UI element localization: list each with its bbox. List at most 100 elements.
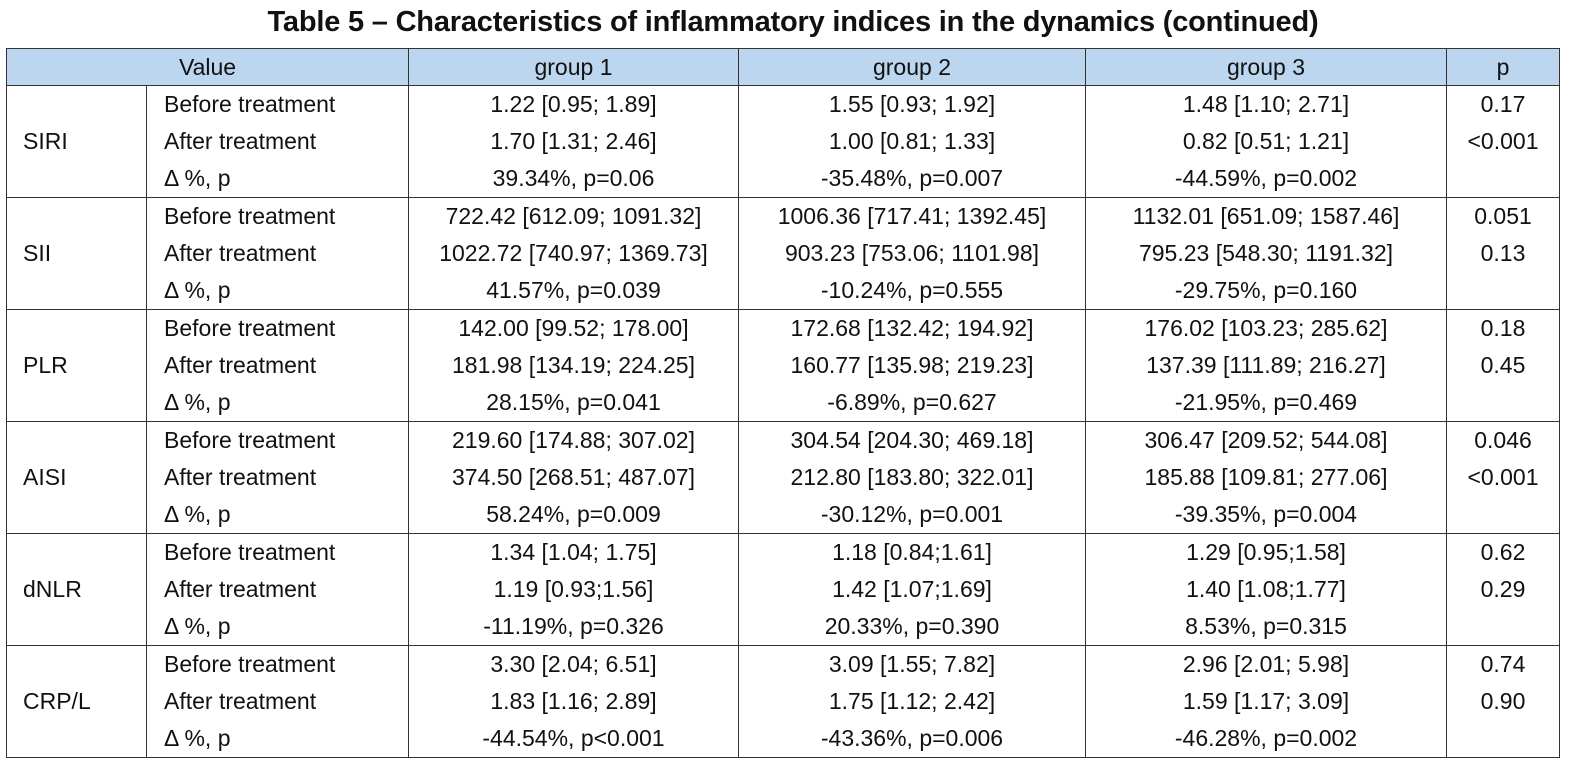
row-label-cell: Before treatment bbox=[146, 309, 409, 347]
index-name-cell: dNLR bbox=[6, 533, 147, 646]
group-1-cell: 181.98 [134.19; 224.25] bbox=[408, 347, 739, 384]
group-3-cell: -21.95%, p=0.469 bbox=[1085, 384, 1447, 422]
p-value-cell: 0.18 bbox=[1446, 309, 1560, 347]
group-1-cell: 1.70 [1.31; 2.46] bbox=[408, 123, 739, 160]
table-row: dNLR Before treatment 1.34 [1.04; 1.75] 1.1… bbox=[6, 533, 1560, 646]
row-label-cell: Before treatment bbox=[146, 85, 409, 123]
group-2-cell: -43.36%, p=0.006 bbox=[738, 720, 1086, 758]
group-2-cell: -10.24%, p=0.555 bbox=[738, 272, 1086, 310]
row-label-cell: After treatment bbox=[146, 347, 409, 384]
table-row: Δ %, p -11.19%, p=0.326 20.33%, p=0.390 8.5… bbox=[7, 608, 1560, 646]
group-3-cell: 1.40 [1.08;1.77] bbox=[1085, 571, 1447, 608]
group-1-cell: 3.30 [2.04; 6.51] bbox=[408, 645, 739, 683]
p-value-cell: 0.74 bbox=[1446, 645, 1560, 683]
group-1-cell: 39.34%, p=0.06 bbox=[408, 160, 739, 198]
group-1-cell: 58.24%, p=0.009 bbox=[408, 496, 739, 534]
table-row: SIRI Before treatment 1.22 [0.95; 1.89] 1.5… bbox=[6, 85, 1560, 198]
group-2-cell: 1.00 [0.81; 1.33] bbox=[738, 123, 1086, 160]
group-1-cell: 1022.72 [740.97; 1369.73] bbox=[408, 235, 739, 272]
group-2-cell: -35.48%, p=0.007 bbox=[738, 160, 1086, 198]
group-1-cell: 1.22 [0.95; 1.89] bbox=[408, 85, 739, 123]
table-row: After treatment 374.50 [268.51; 487.07] 21… bbox=[7, 459, 1560, 496]
group-3-cell: -39.35%, p=0.004 bbox=[1085, 496, 1447, 534]
group-2-cell: 1.42 [1.07;1.69] bbox=[738, 571, 1086, 608]
row-label-cell: Δ %, p bbox=[146, 608, 409, 646]
index-name-cell: AISI bbox=[6, 421, 147, 534]
group-3-cell: 137.39 [111.89; 216.27] bbox=[1085, 347, 1447, 384]
table-row: After treatment 181.98 [134.19; 224.25] 16… bbox=[7, 347, 1560, 384]
row-label-cell: Δ %, p bbox=[146, 272, 409, 310]
group-1-cell: -44.54%, p<0.001 bbox=[408, 720, 739, 758]
table-row: Δ %, p 58.24%, p=0.009 -30.12%, p=0.001 -39… bbox=[7, 496, 1560, 534]
group-1-cell: 722.42 [612.09; 1091.32] bbox=[408, 197, 739, 235]
group-1-cell: 1.19 [0.93;1.56] bbox=[408, 571, 739, 608]
group-2-cell: 3.09 [1.55; 7.82] bbox=[738, 645, 1086, 683]
group-1-cell: 28.15%, p=0.041 bbox=[408, 384, 739, 422]
row-label-cell: After treatment bbox=[146, 235, 409, 272]
inflammatory-indices-table: Value group 1 group 2 group 3 p SIRI Befo… bbox=[6, 48, 1560, 758]
group-3-cell: -29.75%, p=0.160 bbox=[1085, 272, 1447, 310]
row-label-cell: Before treatment bbox=[146, 645, 409, 683]
row-label-cell: After treatment bbox=[146, 459, 409, 496]
p-value-cell: 0.13 bbox=[1446, 235, 1560, 272]
header-row: Value group 1 group 2 group 3 p bbox=[6, 48, 1560, 86]
row-label-cell: Before treatment bbox=[146, 197, 409, 235]
p-value-cell: 0.90 bbox=[1446, 683, 1560, 720]
p-value-cell bbox=[1446, 720, 1560, 758]
row-label-cell: After treatment bbox=[146, 571, 409, 608]
table-row: SII Before treatment 722.42 [612.09; 1091.… bbox=[6, 197, 1560, 310]
group-3-cell: 1.29 [0.95;1.58] bbox=[1085, 533, 1447, 571]
group-2-cell: -30.12%, p=0.001 bbox=[738, 496, 1086, 534]
table-row: PLR Before treatment 142.00 [99.52; 178.00… bbox=[6, 309, 1560, 422]
group-3-cell: 795.23 [548.30; 1191.32] bbox=[1085, 235, 1447, 272]
group-1-cell: -11.19%, p=0.326 bbox=[408, 608, 739, 646]
group-2-cell: 1.55 [0.93; 1.92] bbox=[738, 85, 1086, 123]
group-3-cell: 1132.01 [651.09; 1587.46] bbox=[1085, 197, 1447, 235]
header-group-2: group 2 bbox=[738, 48, 1086, 86]
table-row: Δ %, p -44.54%, p<0.001 -43.36%, p=0.006 -4… bbox=[7, 720, 1560, 758]
group-2-cell: 172.68 [132.42; 194.92] bbox=[738, 309, 1086, 347]
header-p: p bbox=[1446, 48, 1560, 86]
index-name-cell: SIRI bbox=[6, 85, 147, 198]
group-3-cell: 185.88 [109.81; 277.06] bbox=[1085, 459, 1447, 496]
group-1-cell: 219.60 [174.88; 307.02] bbox=[408, 421, 739, 459]
table-row: CRP/L Before treatment 3.30 [2.04; 6.51] 3.… bbox=[6, 645, 1560, 758]
row-label-cell: Before treatment bbox=[146, 533, 409, 571]
group-2-cell: 903.23 [753.06; 1101.98] bbox=[738, 235, 1086, 272]
group-2-cell: 160.77 [135.98; 219.23] bbox=[738, 347, 1086, 384]
group-2-cell: 304.54 [204.30; 469.18] bbox=[738, 421, 1086, 459]
table-row: After treatment 1.19 [0.93;1.56] 1.42 [1.0… bbox=[7, 571, 1560, 608]
p-value-cell bbox=[1446, 496, 1560, 534]
group-1-cell: 1.83 [1.16; 2.89] bbox=[408, 683, 739, 720]
group-1-cell: 142.00 [99.52; 178.00] bbox=[408, 309, 739, 347]
group-3-cell: 8.53%, p=0.315 bbox=[1085, 608, 1447, 646]
table-row: After treatment 1.70 [1.31; 2.46] 1.00 [0.… bbox=[7, 123, 1560, 160]
p-value-cell: 0.17 bbox=[1446, 85, 1560, 123]
p-value-cell bbox=[1446, 608, 1560, 646]
row-label-cell: Δ %, p bbox=[146, 384, 409, 422]
group-3-cell: -46.28%, p=0.002 bbox=[1085, 720, 1447, 758]
p-value-cell: 0.62 bbox=[1446, 533, 1560, 571]
p-value-cell: <0.001 bbox=[1446, 459, 1560, 496]
p-value-cell bbox=[1446, 272, 1560, 310]
group-3-cell: 176.02 [103.23; 285.62] bbox=[1085, 309, 1447, 347]
p-value-cell: 0.29 bbox=[1446, 571, 1560, 608]
group-3-cell: 2.96 [2.01; 5.98] bbox=[1085, 645, 1447, 683]
group-2-cell: -6.89%, p=0.627 bbox=[738, 384, 1086, 422]
group-1-cell: 1.34 [1.04; 1.75] bbox=[408, 533, 739, 571]
group-1-cell: 374.50 [268.51; 487.07] bbox=[408, 459, 739, 496]
p-value-cell: 0.051 bbox=[1446, 197, 1560, 235]
group-3-cell: 0.82 [0.51; 1.21] bbox=[1085, 123, 1447, 160]
group-2-cell: 1.75 [1.12; 2.42] bbox=[738, 683, 1086, 720]
header-group-3: group 3 bbox=[1085, 48, 1447, 86]
row-label-cell: Δ %, p bbox=[146, 160, 409, 198]
index-name-cell: SII bbox=[6, 197, 147, 310]
index-name-cell: PLR bbox=[6, 309, 147, 422]
table-row: Δ %, p 28.15%, p=0.041 -6.89%, p=0.627 -21.… bbox=[7, 384, 1560, 422]
p-value-cell bbox=[1446, 160, 1560, 198]
group-3-cell: -44.59%, p=0.002 bbox=[1085, 160, 1447, 198]
group-2-cell: 1.18 [0.84;1.61] bbox=[738, 533, 1086, 571]
row-label-cell: After treatment bbox=[146, 683, 409, 720]
group-2-cell: 20.33%, p=0.390 bbox=[738, 608, 1086, 646]
row-label-cell: Before treatment bbox=[146, 421, 409, 459]
